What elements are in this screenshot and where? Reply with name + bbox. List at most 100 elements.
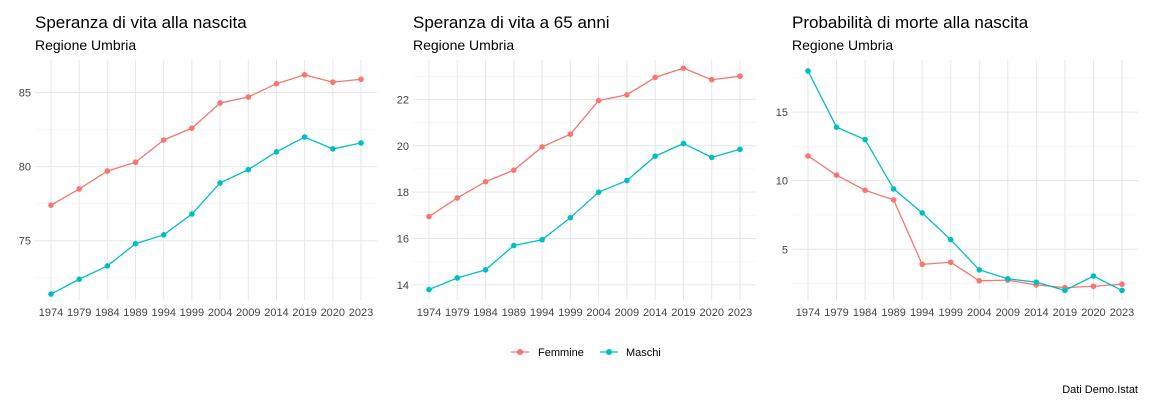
data-point-maschi <box>330 146 336 152</box>
panel-1: Speranza di vita alla nascita Regione Um… <box>19 13 377 319</box>
data-point-femmine <box>1119 281 1125 288</box>
data-point-femmine <box>301 72 308 78</box>
data-point-femmine <box>330 79 336 86</box>
data-point-maschi <box>104 263 111 269</box>
panel-2-plot: 14 16 18 20 22 1974 1979 1984 1989 1994 1999 2004 20… <box>397 60 756 319</box>
data-point-femmine <box>680 65 687 71</box>
data-point-maschi <box>1090 273 1097 279</box>
data-point-femmine <box>104 168 111 174</box>
data-point-maschi <box>132 240 139 247</box>
data-point-maschi <box>189 211 195 217</box>
data-point-maschi <box>919 210 925 216</box>
y-tick-label: 22 <box>397 94 409 106</box>
data-point-maschi <box>890 186 897 192</box>
data-point-maschi <box>1119 287 1125 294</box>
x-tick-label: 1999 <box>180 307 204 319</box>
caption: Dati Demo.Istat <box>1062 384 1138 396</box>
x-tick-label: 2023 <box>349 307 373 319</box>
x-tick-label: 2019 <box>1053 307 1077 319</box>
panel-2-title: Speranza di vita a 65 anni <box>413 13 610 32</box>
data-point-maschi <box>708 154 715 161</box>
data-point-femmine <box>132 159 139 166</box>
data-point-maschi <box>245 166 252 173</box>
data-point-femmine <box>160 137 167 143</box>
data-point-maschi <box>947 236 954 243</box>
y-tick-label: 20 <box>397 141 409 153</box>
data-point-femmine <box>358 76 364 83</box>
panel-1-title: Speranza di vita alla nascita <box>35 13 247 32</box>
x-tick-label: 1994 <box>910 307 934 319</box>
x-tick-label: 1974 <box>39 307 63 319</box>
data-point-maschi <box>511 242 517 249</box>
data-point-maschi <box>217 180 223 186</box>
series-line-femmine <box>807 155 1123 289</box>
panel-2: Speranza di vita a 65 anni Regione Umbri… <box>397 13 756 319</box>
x-tick-label: 2004 <box>208 307 232 319</box>
y-tick-label: 15 <box>776 107 788 119</box>
x-tick-label: 1984 <box>853 307 877 319</box>
x-tick-label: 2009 <box>236 307 260 319</box>
data-point-femmine <box>189 125 195 131</box>
legend: Femmine Maschi <box>511 347 661 359</box>
x-tick-label: 1994 <box>151 307 175 319</box>
legend-dot-femmine <box>517 349 523 355</box>
y-tick-label: 14 <box>397 280 409 292</box>
data-point-femmine <box>273 80 280 87</box>
legend-item-maschi: Maschi <box>600 347 661 359</box>
data-point-maschi <box>976 267 983 273</box>
x-tick-label: 2009 <box>615 307 639 319</box>
x-tick-label: 2019 <box>671 307 695 319</box>
x-tick-label: 1979 <box>824 307 848 319</box>
x-tick-label: 1974 <box>417 307 441 319</box>
data-point-femmine <box>76 186 82 192</box>
data-point-femmine <box>426 213 432 220</box>
data-point-maschi <box>652 153 658 160</box>
data-point-maschi <box>273 149 280 155</box>
x-tick-label: 1974 <box>796 307 820 319</box>
data-point-femmine <box>539 144 545 150</box>
x-tick-label: 2004 <box>967 307 991 319</box>
x-tick-label: 2014 <box>264 307 288 319</box>
x-tick-label: 2023 <box>728 307 752 319</box>
data-point-femmine <box>890 197 897 203</box>
data-point-femmine <box>595 97 602 104</box>
data-point-femmine <box>217 100 223 106</box>
data-point-femmine <box>976 278 983 284</box>
series-line-maschi <box>428 142 741 291</box>
data-point-femmine <box>652 74 658 81</box>
data-point-femmine <box>482 178 489 185</box>
series-line-maschi <box>807 70 1123 292</box>
x-tick-label: 2020 <box>699 307 723 319</box>
data-point-maschi <box>737 146 743 153</box>
panel-3: Probabilità di morte alla nascita Region… <box>776 13 1138 319</box>
data-point-maschi <box>862 136 868 143</box>
data-point-femmine <box>1090 283 1097 290</box>
x-tick-label: 1984 <box>95 307 119 319</box>
legend-label-femmine: Femmine <box>538 347 584 359</box>
series-line-femmine <box>428 67 741 218</box>
x-tick-label: 1989 <box>502 307 526 319</box>
data-point-femmine <box>805 153 811 159</box>
data-point-maschi <box>1062 287 1068 294</box>
data-point-femmine <box>737 73 743 80</box>
y-tick-label: 16 <box>397 234 409 246</box>
y-tick-label: 10 <box>776 176 788 188</box>
y-tick-label: 75 <box>19 236 31 248</box>
y-tick-label: 18 <box>397 187 409 199</box>
data-point-femmine <box>947 259 954 266</box>
data-point-maschi <box>595 189 602 195</box>
legend-label-maschi: Maschi <box>626 347 661 359</box>
x-tick-label: 1984 <box>473 307 497 319</box>
data-point-femmine <box>862 187 868 194</box>
data-point-femmine <box>245 94 252 100</box>
legend-item-femmine: Femmine <box>511 347 584 359</box>
panel-3-title: Probabilità di morte alla nascita <box>792 13 1029 32</box>
panel-3-plot: 5 10 15 1974 1979 1984 1989 1994 1999 2004 2009 201… <box>776 60 1138 319</box>
data-point-femmine <box>454 195 461 201</box>
x-tick-label: 2020 <box>1081 307 1105 319</box>
x-tick-label: 2009 <box>996 307 1020 319</box>
data-point-maschi <box>567 214 574 221</box>
data-point-femmine <box>567 131 574 138</box>
x-tick-label: 1994 <box>530 307 554 319</box>
data-point-maschi <box>680 140 687 147</box>
